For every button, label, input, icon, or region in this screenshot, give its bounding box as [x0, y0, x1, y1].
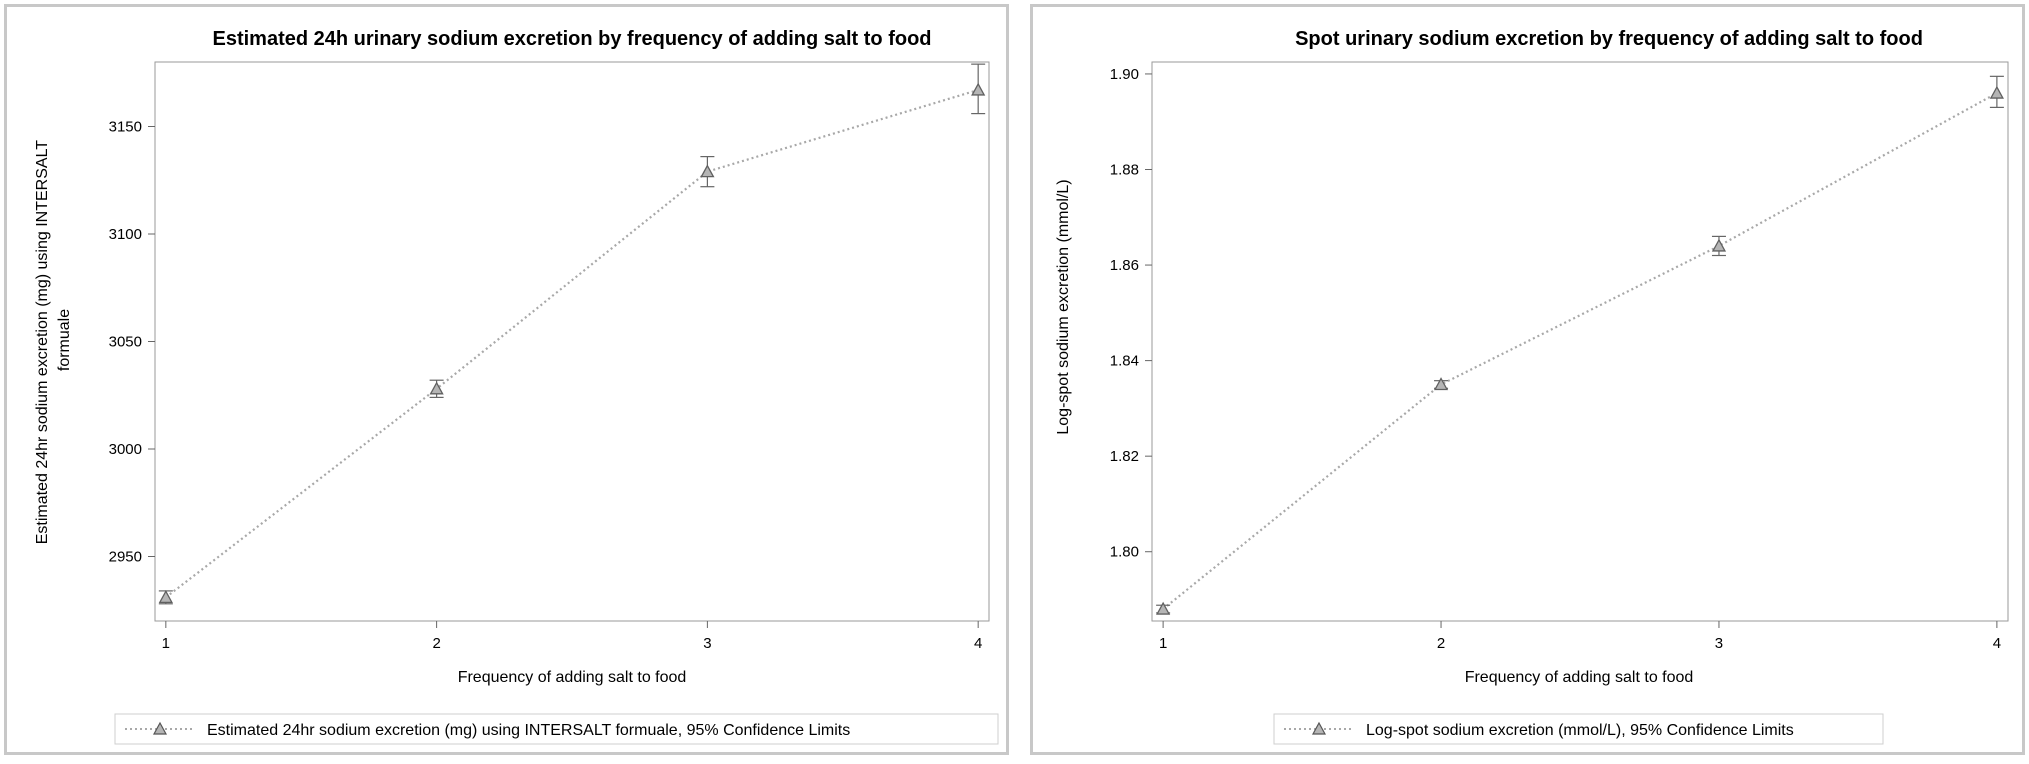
x-tick-label: 2: [1437, 635, 1445, 652]
legend: Log-spot sodium excretion (mmol/L), 95% …: [1273, 713, 1884, 745]
legend-label: Log-spot sodium excretion (mmol/L), 95% …: [1366, 722, 1794, 739]
data-point-marker: [429, 381, 444, 395]
legend-box: [114, 713, 999, 745]
chart-panel-right: Spot urinary sodium excretion by frequen…: [1030, 4, 2025, 755]
data-point-marker: [1433, 377, 1449, 391]
data-point-marker: [971, 82, 986, 96]
y-axis-title: Estimated 24hr sodium excretion (mg) usi…: [34, 136, 73, 544]
x-tick-label: 4: [974, 635, 982, 652]
y-tick-label: 1.82: [1110, 448, 1139, 465]
chart-panel-left: Estimated 24h urinary sodium excretion b…: [4, 4, 1009, 755]
y-tick-label: 3100: [109, 226, 142, 243]
y-tick-label: 2950: [109, 549, 142, 566]
data-point-marker: [700, 164, 715, 178]
plot-area: [154, 61, 990, 622]
data-point-marker: [1711, 238, 1727, 252]
legend-triangle-marker: [1311, 721, 1327, 735]
chart-left: Estimated 24h urinary sodium excretion b…: [34, 28, 999, 745]
x-tick-label: 1: [162, 635, 170, 652]
x-axis-title: Frequency of adding salt to food: [1465, 669, 1694, 686]
y-tick-label: 1.88: [1110, 162, 1139, 179]
chart-right: Spot urinary sodium excretion by frequen…: [1055, 28, 2009, 745]
legend-box: [1273, 713, 1884, 745]
x-tick-label: 2: [432, 635, 440, 652]
x-tick-label: 3: [1715, 635, 1723, 652]
y-axis-title-line-1: Estimated 24hr sodium excretion (mg) usi…: [34, 140, 51, 545]
y-axis-title: Log-spot sodium excretion (mmol/L): [1055, 179, 1072, 434]
series-line: [1162, 92, 1998, 610]
data-point-marker: [1156, 601, 1171, 615]
y-tick-label: 3150: [109, 119, 142, 136]
y-tick-label: 3000: [109, 441, 142, 458]
legend-triangle-marker: [152, 721, 168, 735]
legend: Estimated 24hr sodium excretion (mg) usi…: [114, 713, 999, 745]
x-tick-label: 4: [1993, 635, 2001, 652]
x-axis-title: Frequency of adding salt to food: [458, 669, 687, 686]
series-line: [165, 88, 979, 599]
y-tick-label: 1.80: [1110, 544, 1139, 561]
y-tick-label: 1.84: [1110, 353, 1139, 370]
y-axis-title-line-2: formuale: [56, 309, 73, 371]
legend-label: Estimated 24hr sodium excretion (mg) usi…: [207, 722, 850, 739]
y-tick-label: 1.90: [1110, 66, 1139, 83]
chart-title: Spot urinary sodium excretion by frequen…: [1295, 28, 1923, 50]
data-point-marker: [1989, 85, 2004, 99]
y-tick-label: 3050: [109, 334, 142, 351]
plot-area: [1151, 61, 2009, 622]
x-tick-label: 3: [703, 635, 711, 652]
chart-title: Estimated 24h urinary sodium excretion b…: [212, 28, 931, 50]
y-tick-label: 1.86: [1110, 257, 1139, 274]
data-point-marker: [158, 589, 173, 603]
x-tick-label: 1: [1159, 635, 1167, 652]
